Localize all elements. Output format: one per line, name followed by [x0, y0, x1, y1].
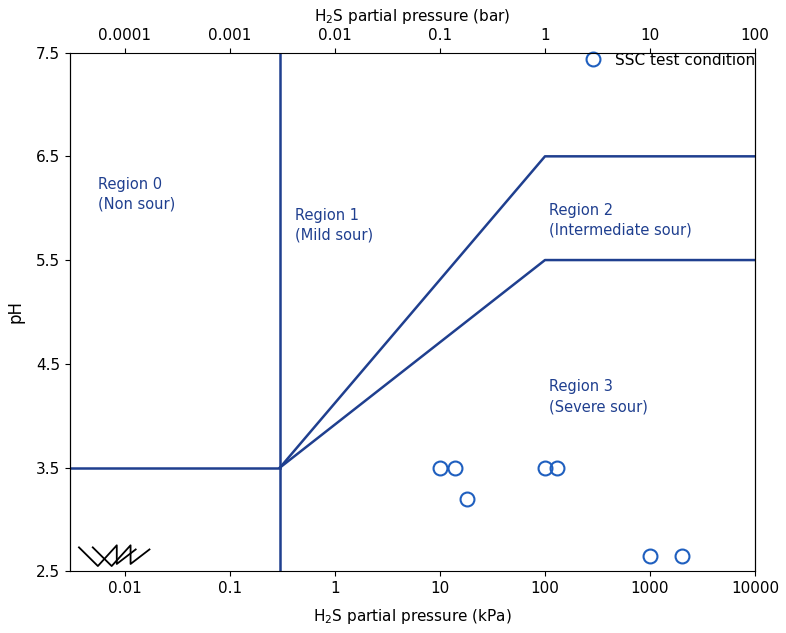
X-axis label: H$_2$S partial pressure (kPa): H$_2$S partial pressure (kPa): [313, 607, 512, 626]
Text: Region 3
(Severe sour): Region 3 (Severe sour): [549, 379, 648, 414]
Text: Region 1
(Mild sour): Region 1 (Mild sour): [296, 208, 373, 243]
Text: Region 0
(Non sour): Region 0 (Non sour): [97, 177, 175, 212]
Text: Region 2
(Intermediate sour): Region 2 (Intermediate sour): [549, 203, 692, 238]
Legend: SSC test condition: SSC test condition: [578, 53, 755, 68]
X-axis label: H$_2$S partial pressure (bar): H$_2$S partial pressure (bar): [314, 7, 511, 26]
Y-axis label: pH: pH: [7, 301, 25, 323]
